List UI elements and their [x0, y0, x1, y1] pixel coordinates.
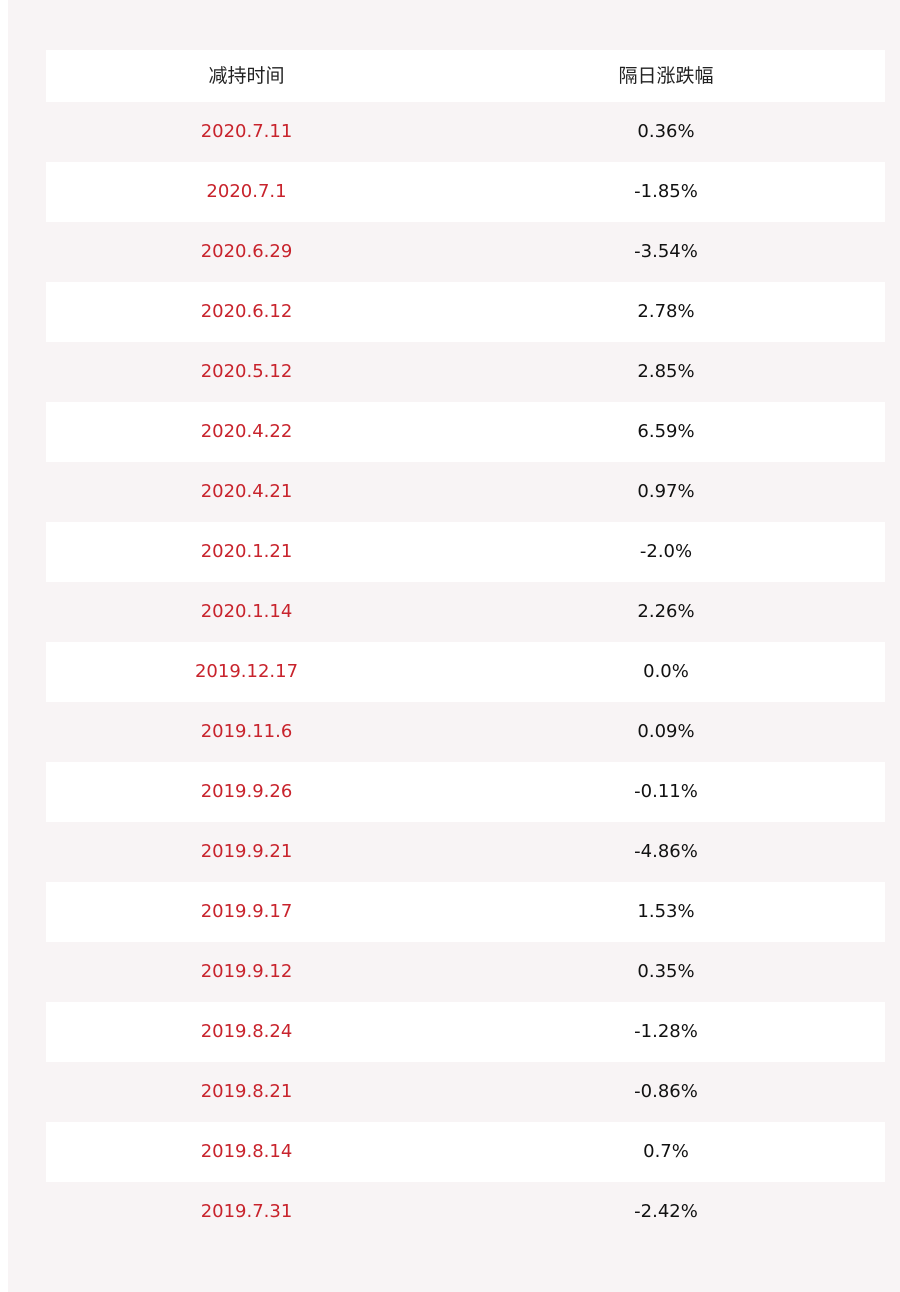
- date-cell: 2019.9.12: [200, 961, 293, 982]
- header-next-day-change: 隔日涨跌幅: [618, 64, 714, 87]
- change-cell: -1.28%: [634, 1021, 698, 1042]
- table-row: 2019.9.26 -0.11%: [46, 762, 885, 822]
- table-row: 2019.8.14 0.7%: [46, 1122, 885, 1182]
- table-row: 2019.8.21 -0.86%: [46, 1062, 885, 1122]
- change-cell: -0.11%: [634, 781, 698, 802]
- date-cell: 2020.5.12: [200, 361, 293, 382]
- table-row: 2019.9.21 -4.86%: [46, 822, 885, 882]
- table-row: 2019.11.6 0.09%: [46, 702, 885, 762]
- change-cell: 0.35%: [637, 961, 695, 982]
- table-row: 2019.12.17 0.0%: [46, 642, 885, 702]
- change-cell: 0.0%: [643, 661, 689, 682]
- change-cell: -2.42%: [634, 1201, 698, 1222]
- date-cell: 2020.1.14: [200, 601, 293, 622]
- date-cell: 2020.6.12: [200, 301, 293, 322]
- date-cell: 2019.9.21: [200, 841, 293, 862]
- table-row: 2020.1.14 2.26%: [46, 582, 885, 642]
- change-cell: 0.09%: [637, 721, 695, 742]
- header-reduction-time: 减持时间: [208, 64, 285, 87]
- change-cell: -1.85%: [634, 181, 698, 202]
- change-cell: -4.86%: [634, 841, 698, 862]
- date-cell: 2020.4.22: [200, 421, 293, 442]
- change-cell: 0.36%: [637, 121, 695, 142]
- date-cell: 2020.6.29: [200, 241, 293, 262]
- table-row: 2020.4.21 0.97%: [46, 462, 885, 522]
- date-cell: 2019.9.17: [200, 901, 293, 922]
- table-row: 2020.7.11 0.36%: [46, 102, 885, 162]
- table-row: 2020.6.29 -3.54%: [46, 222, 885, 282]
- table-row: 2020.4.22 6.59%: [46, 402, 885, 462]
- table-row: 2019.7.31 -2.42%: [46, 1182, 885, 1242]
- date-cell: 2019.12.17: [194, 661, 299, 682]
- date-cell: 2019.9.26: [200, 781, 293, 802]
- table-row: 2020.7.1 -1.85%: [46, 162, 885, 222]
- table-header-row: 减持时间 隔日涨跌幅: [46, 50, 885, 102]
- change-cell: -2.0%: [639, 541, 693, 562]
- table-row: 2020.1.21 -2.0%: [46, 522, 885, 582]
- table-row: 2020.5.12 2.85%: [46, 342, 885, 402]
- date-cell: 2020.7.11: [200, 121, 293, 142]
- date-cell: 2020.7.1: [206, 181, 287, 202]
- change-cell: 2.78%: [637, 301, 695, 322]
- change-cell: 6.59%: [637, 421, 695, 442]
- table-row: 2019.9.12 0.35%: [46, 942, 885, 1002]
- date-cell: 2020.1.21: [200, 541, 293, 562]
- change-cell: -0.86%: [634, 1081, 698, 1102]
- table-row: 2020.6.12 2.78%: [46, 282, 885, 342]
- change-cell: 1.53%: [637, 901, 695, 922]
- reduction-table: 减持时间 隔日涨跌幅 2020.7.11 0.36% 2020.7.1 -1.8…: [46, 50, 885, 1242]
- date-cell: 2019.7.31: [200, 1201, 293, 1222]
- date-cell: 2019.11.6: [200, 721, 293, 742]
- date-cell: 2020.4.21: [200, 481, 293, 502]
- change-cell: 0.97%: [637, 481, 695, 502]
- date-cell: 2019.8.24: [200, 1021, 293, 1042]
- table-panel: 减持时间 隔日涨跌幅 2020.7.11 0.36% 2020.7.1 -1.8…: [8, 0, 900, 1292]
- date-cell: 2019.8.21: [200, 1081, 293, 1102]
- table-row: 2019.8.24 -1.28%: [46, 1002, 885, 1062]
- change-cell: 2.26%: [637, 601, 695, 622]
- change-cell: 0.7%: [643, 1141, 689, 1162]
- change-cell: 2.85%: [637, 361, 695, 382]
- table-row: 2019.9.17 1.53%: [46, 882, 885, 942]
- date-cell: 2019.8.14: [200, 1141, 293, 1162]
- change-cell: -3.54%: [634, 241, 698, 262]
